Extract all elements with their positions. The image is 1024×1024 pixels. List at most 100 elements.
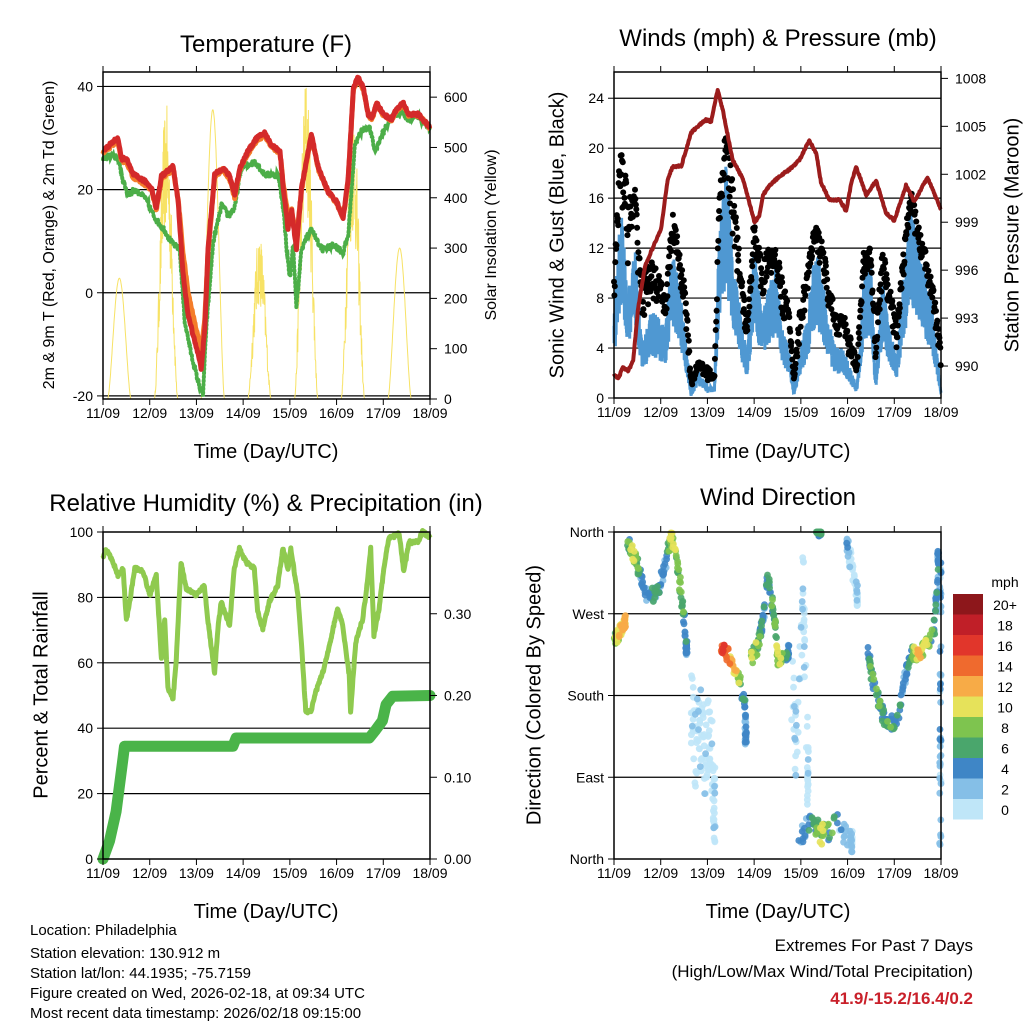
- wind-direction-title: Wind Direction: [700, 484, 856, 511]
- gust-point: [740, 306, 747, 313]
- gust-point: [882, 259, 889, 266]
- colorbar-label: 8: [1001, 720, 1009, 736]
- gust-point: [664, 281, 670, 288]
- direction-point: [640, 584, 647, 592]
- direction-point: [875, 702, 883, 710]
- gust-point: [613, 242, 620, 249]
- gust-point: [714, 259, 721, 265]
- colorbar-title: mph: [991, 574, 1018, 590]
- gust-point: [677, 262, 683, 268]
- y-tick-label: West: [572, 606, 604, 622]
- gust-point: [685, 337, 692, 344]
- y-tick-label: 0: [85, 851, 93, 867]
- direction-point: [785, 642, 792, 649]
- x-tick-label: 16/09: [319, 865, 354, 881]
- direction-point: [760, 603, 768, 611]
- y-tick-label: 60: [77, 655, 93, 671]
- direction-point: [934, 566, 942, 573]
- gust-point: [818, 238, 825, 245]
- direction-point: [902, 672, 910, 679]
- direction-point: [792, 707, 800, 715]
- extremes-values: 41.9/-15.2/16.4/0.2: [830, 989, 973, 1008]
- gust-point: [664, 270, 671, 277]
- temperature-x-label: Time (Day/UTC): [194, 441, 339, 463]
- gust-point: [745, 309, 752, 316]
- direction-point: [804, 800, 811, 808]
- direction-point: [709, 814, 717, 822]
- wind-direction-y-label: Direction (Colored By Speed): [523, 565, 545, 825]
- direction-point: [795, 675, 803, 683]
- pressure-y2-label: Station Pressure (Maroon): [1001, 118, 1023, 353]
- gust-point: [776, 259, 783, 266]
- gust-point: [669, 211, 676, 218]
- gust-point: [674, 233, 681, 240]
- direction-point: [719, 645, 726, 653]
- gust-point: [851, 349, 858, 356]
- gust-point: [712, 343, 719, 350]
- y-tick-label: 20: [77, 182, 93, 198]
- direction-point: [741, 731, 749, 738]
- temperature-panel: Temperature (F) 2m & 9m T (Red, Orange) …: [41, 31, 500, 463]
- gust-point: [856, 324, 863, 331]
- gust-point: [857, 307, 864, 314]
- gust-point: [836, 331, 843, 338]
- gust-point: [913, 218, 920, 225]
- gust-point: [820, 249, 827, 256]
- direction-point: [792, 771, 800, 779]
- x-tick-label: 13/09: [690, 404, 725, 420]
- gust-point: [801, 307, 808, 314]
- direction-point: [876, 697, 884, 705]
- gust-point: [857, 314, 863, 321]
- direction-point: [709, 764, 717, 771]
- direction-point: [776, 660, 784, 668]
- y-tick-label: South: [567, 688, 604, 704]
- gust-point: [930, 287, 937, 294]
- direction-point: [788, 716, 795, 724]
- gust-point: [867, 245, 873, 252]
- gust-point: [656, 273, 662, 279]
- gust-point: [687, 365, 694, 372]
- direction-point: [711, 775, 719, 783]
- gust-point: [893, 344, 900, 351]
- gust-point: [666, 253, 673, 260]
- gust-point: [729, 176, 736, 183]
- y2-tick-label: 300: [444, 240, 468, 256]
- direction-point: [804, 775, 811, 783]
- direction-point: [764, 571, 771, 579]
- gust-point: [925, 267, 932, 274]
- direction-point: [672, 552, 680, 560]
- y2-tick-label: 1005: [955, 118, 986, 134]
- gust-point: [730, 186, 736, 193]
- gust-point: [829, 296, 836, 303]
- gust-point: [868, 262, 875, 269]
- y2-tick-label: 996: [955, 262, 979, 278]
- winds-y-label: Sonic Wind & Gust (Blue, Black): [546, 92, 568, 379]
- gust-point: [748, 277, 755, 283]
- direction-point: [819, 827, 827, 835]
- x-tick-label: 11/09: [597, 865, 631, 881]
- gust-point: [855, 329, 862, 336]
- plot-area: [610, 528, 945, 856]
- gust-point: [887, 288, 894, 295]
- gust-point: [779, 279, 786, 286]
- gust-point: [735, 245, 742, 252]
- direction-point: [803, 723, 811, 730]
- direction-point: [920, 640, 928, 647]
- y-tick-label: -20: [73, 388, 93, 404]
- y-tick-label: 24: [588, 90, 604, 106]
- colorbar-label: 12: [997, 679, 1013, 695]
- y2-tick-label: 1002: [955, 166, 986, 182]
- y2-tick-label: 0.30: [444, 606, 471, 622]
- gust-point: [746, 296, 752, 303]
- direction-point: [936, 789, 944, 797]
- direction-point: [864, 644, 872, 651]
- gust-point: [889, 297, 896, 304]
- direction-point: [613, 638, 621, 646]
- gust-point: [757, 252, 764, 259]
- gust-point: [672, 227, 679, 233]
- gust-point: [680, 277, 687, 284]
- colorbar-swatch: [953, 676, 983, 697]
- gust-point: [732, 214, 739, 221]
- direction-point: [627, 546, 634, 553]
- gust-point: [741, 297, 748, 304]
